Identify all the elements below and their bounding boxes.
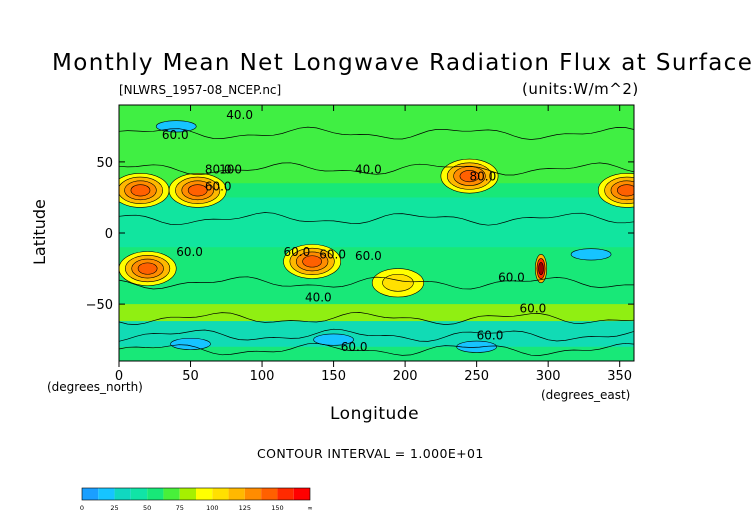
feature-contour: [382, 273, 414, 292]
colorbar-swatch: [130, 488, 148, 500]
contour-line: [119, 328, 634, 342]
contour-label: 40.0: [355, 162, 382, 176]
low-contour: [313, 333, 354, 346]
colorbar-swatch: [277, 488, 294, 500]
y-tick-label: −50: [86, 298, 113, 313]
x-tick-label: 250: [464, 369, 489, 384]
contour-label: 60.0: [498, 270, 525, 284]
colorbar-frame: [81, 487, 311, 501]
x-axis-label: Longitude: [330, 404, 420, 424]
colorbar-swatch: [228, 488, 245, 500]
feature-contour: [302, 255, 322, 268]
contour-line: [119, 162, 634, 176]
colorbar-tick-label: 125: [239, 504, 251, 512]
colorbar-tick-label: 150: [271, 504, 283, 512]
units-label: (units:W/m^2): [522, 80, 639, 98]
low-contour: [570, 248, 612, 261]
colorbar-swatch: [293, 488, 310, 500]
contour-interval: CONTOUR INTERVAL = 1.000E+01: [257, 446, 484, 461]
x-tick-label: 300: [536, 369, 561, 384]
colorbar-tick-label: 0: [80, 504, 84, 512]
contour-label: 80.0: [469, 169, 496, 183]
y-tick-label: 0: [105, 227, 113, 242]
colorbar-tick-label: ∞: [307, 504, 312, 512]
colorbar-swatch: [244, 488, 262, 500]
file-label: [NLWRS_1957-08_NCEP.nc]: [119, 83, 282, 97]
feature-contour: [617, 184, 634, 197]
contour-label: 60.0: [477, 329, 504, 343]
chart-title: Monthly Mean Net Longwave Radiation Flux…: [52, 50, 752, 76]
y-tick-label: 50: [96, 156, 113, 171]
low-contour: [456, 340, 497, 353]
x-tick-label: 350: [607, 369, 632, 384]
colorbar-swatch: [163, 488, 180, 500]
lat-band: [119, 105, 634, 184]
x-tick-label: 0: [115, 369, 123, 384]
feature-contour: [538, 262, 544, 275]
colorbar-swatch: [147, 488, 164, 500]
colorbar-swatch: [82, 488, 99, 500]
colorbar-tick-label: 50: [143, 504, 151, 512]
contour-line: [119, 312, 634, 325]
contour-label: 60.0: [319, 248, 346, 262]
contour-label: 80.0: [205, 162, 232, 176]
contour-label: 40.0: [226, 108, 253, 122]
colorbar-swatch: [261, 488, 278, 500]
feature-contour: [187, 184, 208, 197]
contour-line: [119, 276, 634, 290]
colorbar-swatch: [114, 488, 131, 500]
x-tick-label: 50: [182, 369, 199, 384]
low-contour: [170, 337, 211, 350]
feature-contour: [459, 170, 480, 183]
contour-line: [119, 126, 634, 140]
feature-contour: [137, 262, 158, 275]
y-unit-note: (degrees_east): [541, 388, 631, 402]
colorbar-tick-label: 25: [110, 504, 118, 512]
contour-label: 60.0: [205, 179, 232, 193]
colorbar-swatch: [196, 488, 213, 500]
colorbar-swatch: [212, 488, 229, 500]
colorbar-swatch: [179, 488, 196, 500]
x-unit-note: (degrees_north): [47, 380, 143, 394]
contour-label: 60.0: [341, 340, 368, 354]
contour-line: [119, 342, 634, 356]
contour-label: 40.0: [305, 290, 332, 304]
contour-label: 60.0: [284, 245, 311, 259]
x-tick-label: 100: [250, 369, 275, 384]
contour-line: [119, 212, 634, 226]
x-tick-label: 150: [321, 369, 346, 384]
colorbar-swatch: [98, 488, 115, 500]
colorbar-tick-label: 75: [176, 504, 184, 512]
contour-label: 60.0: [162, 128, 189, 142]
lat-band: [119, 304, 634, 322]
contour-label: 60.0: [176, 245, 203, 259]
contour-label: 60.0: [520, 302, 547, 316]
contour-label: 100: [219, 162, 242, 176]
x-tick-label: 200: [393, 369, 418, 384]
contour-label: 60.0: [355, 249, 382, 263]
feature-contour: [130, 184, 151, 197]
colorbar-tick-label: 100: [206, 504, 218, 512]
